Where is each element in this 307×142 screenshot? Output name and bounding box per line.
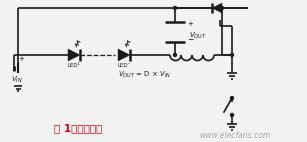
Text: −: − bbox=[187, 36, 193, 44]
Polygon shape bbox=[118, 49, 130, 61]
Circle shape bbox=[231, 54, 234, 57]
Circle shape bbox=[173, 7, 177, 10]
Text: LED¹: LED¹ bbox=[68, 62, 80, 67]
Polygon shape bbox=[212, 3, 222, 13]
Text: www.elecfans.com: www.elecfans.com bbox=[199, 130, 271, 139]
Text: +: + bbox=[187, 21, 193, 27]
Text: LED⁻: LED⁻ bbox=[117, 62, 131, 67]
Text: $V_{OUT}$: $V_{OUT}$ bbox=[189, 31, 207, 41]
Text: $V_{IN}$: $V_{IN}$ bbox=[11, 75, 23, 85]
Text: $V_{OUT}$ = D × $V_{IN}$: $V_{OUT}$ = D × $V_{IN}$ bbox=[119, 70, 172, 80]
Polygon shape bbox=[68, 49, 80, 61]
Circle shape bbox=[173, 54, 177, 57]
Circle shape bbox=[231, 113, 234, 116]
Circle shape bbox=[220, 7, 223, 10]
Text: +: + bbox=[18, 56, 24, 62]
Text: 图 1：降压模式: 图 1：降压模式 bbox=[54, 123, 102, 133]
Circle shape bbox=[231, 97, 234, 100]
